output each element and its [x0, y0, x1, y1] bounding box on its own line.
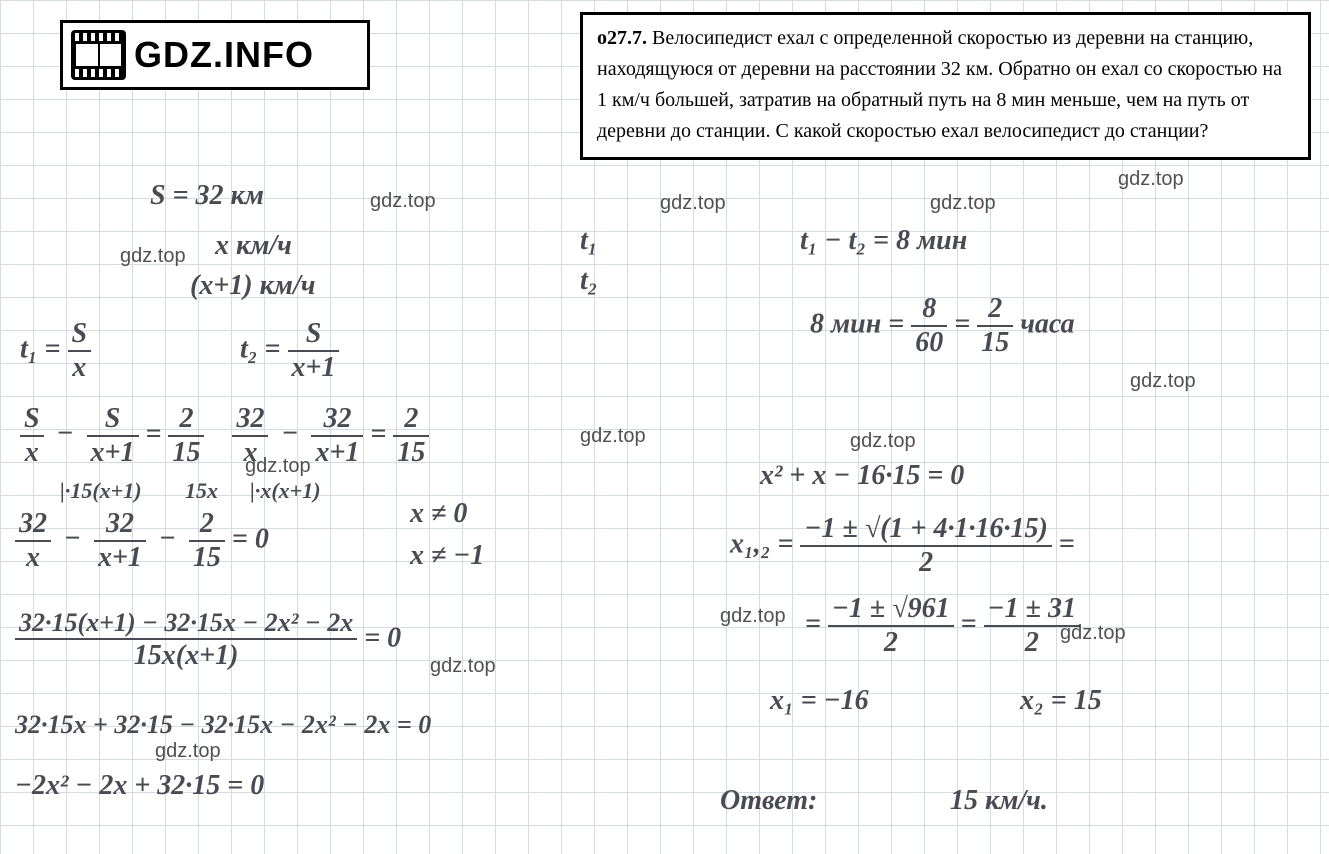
given-distance: S = 32 км	[150, 180, 264, 212]
watermark: gdz.top	[155, 740, 221, 763]
watermark: gdz.top	[370, 190, 436, 213]
t2-symbol: t₂	[580, 265, 598, 297]
watermark: gdz.top	[930, 192, 996, 215]
equation-3: 32·15(x+1) − 32·15x − 2x² − 2x15x(x+1) =…	[15, 610, 401, 670]
watermark: gdz.top	[120, 245, 186, 268]
t1-symbol: t₁	[580, 225, 598, 257]
watermark: gdz.top	[430, 655, 496, 678]
mult-note-3: |·x(x+1)	[250, 478, 321, 504]
condition-2: x ≠ −1	[410, 540, 484, 572]
min-convert-left: 8 мин =	[810, 308, 904, 339]
t1-formula: t₁ = Sx	[20, 320, 91, 382]
quadratic-step2: = −1 ± √9612 = −1 ± 312	[805, 595, 1080, 657]
equation-4: 32·15x + 32·15 − 32·15x − 2x² − 2x = 0	[15, 710, 431, 740]
quadratic-formula: x₁,₂ = −1 ± √(1 + 4·1·16·15)2 =	[730, 515, 1075, 577]
condition-1: x ≠ 0	[410, 498, 467, 530]
problem-number: о27.7.	[597, 27, 647, 49]
equation-6: x² + x − 16·15 = 0	[760, 460, 964, 492]
t2-formula: t₂ = Sx+1	[240, 320, 339, 382]
speed-return: (x+1) км/ч	[190, 270, 315, 302]
equation-1: Sx − Sx+1 = 215 32x − 32x+1 = 215	[20, 405, 429, 467]
watermark: gdz.top	[1130, 370, 1196, 393]
equation-2: 32x − 32x+1 − 215 = 0	[15, 510, 269, 572]
root-2: x₂ = 15	[1020, 685, 1102, 717]
watermark: gdz.top	[580, 425, 646, 448]
speed-forward: x км/ч	[215, 230, 292, 262]
logo-box: GDZ.INFO	[60, 20, 370, 90]
problem-text: Велосипедист ехал с определенной скорост…	[597, 27, 1282, 142]
watermark: gdz.top	[245, 455, 311, 478]
mult-note-1: |·15(x+1)	[60, 478, 142, 504]
watermark: gdz.top	[1060, 622, 1126, 645]
watermark: gdz.top	[660, 192, 726, 215]
logo-text: GDZ.INFO	[134, 34, 314, 76]
watermark: gdz.top	[720, 605, 786, 628]
watermark: gdz.top	[850, 430, 916, 453]
answer-value: 15 км/ч.	[950, 785, 1048, 817]
film-icon	[71, 30, 126, 80]
problem-statement-box: о27.7. Велосипедист ехал с определенной …	[580, 12, 1311, 160]
time-difference: t₁ − t₂ = 8 мин	[800, 225, 967, 257]
hours-unit: часа	[1020, 308, 1074, 339]
min-convert: 8 мин = 860 = 215 часа	[810, 295, 1075, 357]
watermark: gdz.top	[1118, 168, 1184, 191]
root-1: x₁ = −16	[770, 685, 869, 717]
mult-note-2: 15x	[185, 478, 218, 504]
answer-label: Ответ:	[720, 785, 817, 817]
equation-5: −2x² − 2x + 32·15 = 0	[15, 770, 264, 802]
